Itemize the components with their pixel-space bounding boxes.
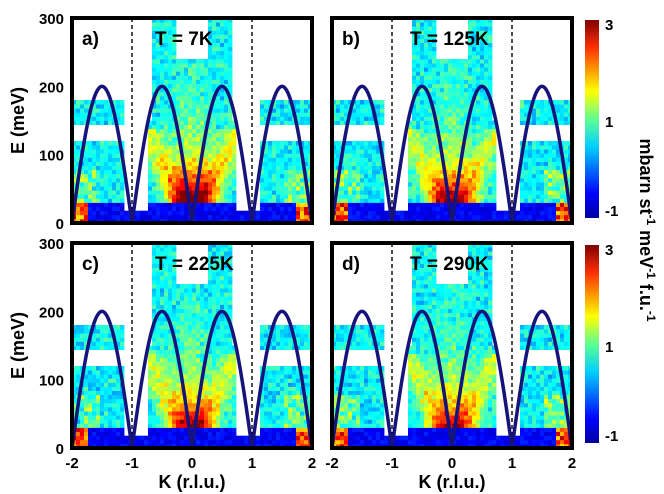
x-tick-label: -1	[125, 455, 138, 472]
colorbar-label: mbarn st-1 meV-1 f.u.-1	[636, 138, 658, 321]
y-tick-label: 100	[39, 373, 64, 390]
x-axis-label: K (r.l.u.)	[159, 472, 226, 492]
colorbar-tick-label: 3	[605, 17, 613, 34]
panel-2: b) T = 125K	[330, 16, 574, 225]
x-tick-label: -2	[65, 455, 78, 472]
colorbar: 3 1 -1	[585, 17, 618, 220]
x-tick-label: -1	[385, 455, 398, 472]
colorbar-tick-label: -1	[605, 428, 618, 445]
y-tick-label: 100	[39, 148, 64, 165]
y-tick-label: 200	[39, 79, 64, 96]
x-tick-label: 2	[568, 455, 576, 472]
colorbar-gradient	[585, 245, 599, 443]
panel-3: c) T = 225K 0 100 200 300 -2 -1 0 1 2	[39, 236, 316, 472]
x-tick-label: 1	[508, 455, 516, 472]
y-axis-label: E (meV)	[8, 312, 28, 379]
temperature-label: T = 7K	[155, 29, 213, 50]
x-axis-label: K (r.l.u.)	[419, 472, 486, 492]
panel-frame	[330, 241, 574, 450]
x-tick-label: 0	[448, 455, 456, 472]
panel-4: d) T = 290K -2 -1 0 1 2	[325, 241, 576, 472]
panel-tag: d)	[342, 254, 360, 275]
x-tick-label: -2	[325, 455, 338, 472]
colorbar-tick-label: -1	[605, 203, 618, 220]
colorbar: 3 1 -1	[585, 242, 618, 445]
panel-frame	[70, 16, 314, 225]
panel-tag: a)	[82, 29, 99, 50]
temperature-label: T = 125K	[410, 29, 489, 50]
heatmap-cells	[332, 243, 573, 449]
panel-tag: b)	[342, 29, 360, 50]
x-tick-label: 2	[308, 455, 316, 472]
temperature-label: T = 290K	[410, 254, 489, 275]
colorbar-tick-label: 1	[605, 114, 613, 131]
panel-frame	[330, 16, 574, 225]
colorbar-tick-label: 3	[605, 242, 613, 259]
heatmap-cells	[332, 18, 573, 224]
colorbar-tick-label: 1	[605, 339, 613, 356]
panel-tag: c)	[82, 254, 99, 275]
y-tick-label: 0	[56, 441, 64, 458]
y-tick-label: 300	[39, 236, 64, 253]
panel-frame	[70, 241, 314, 450]
temperature-label: T = 225K	[155, 254, 234, 275]
x-tick-label: 1	[248, 455, 256, 472]
y-tick-label: 300	[39, 11, 64, 28]
y-axis-label: E (meV)	[8, 87, 28, 154]
y-tick-label: 200	[39, 304, 64, 321]
colorbar-gradient	[585, 20, 599, 218]
panel-1: a) T = 7K 0 100 200 300	[39, 11, 314, 233]
x-tick-label: 0	[188, 455, 196, 472]
y-tick-label: 0	[56, 216, 64, 233]
